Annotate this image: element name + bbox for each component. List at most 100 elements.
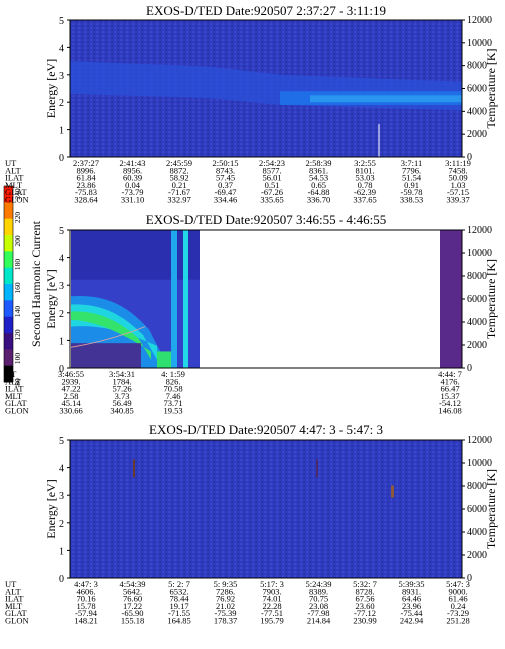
colorbar-segment xyxy=(4,316,13,334)
y2-tick-label: 8000 xyxy=(467,61,487,72)
row-value: 7.46 xyxy=(166,391,181,401)
band-green xyxy=(71,311,151,360)
spike-2 xyxy=(183,230,188,368)
y-tick-label: 1 xyxy=(59,336,64,347)
row-value: -71.67 xyxy=(168,187,190,197)
row-value: 5:39:35 xyxy=(399,579,425,589)
colorbar-tick-label: 140 xyxy=(13,306,22,318)
row-value: 5:32: 7 xyxy=(353,579,377,589)
row-value: 0.24 xyxy=(451,601,467,611)
row-label-ilat: ILAT xyxy=(5,173,24,183)
y2-tick-label: 10000 xyxy=(467,248,492,259)
row-value: 57.26 xyxy=(112,384,131,394)
row-label-glon: GLON xyxy=(5,406,29,416)
y-tick-label: 5 xyxy=(59,436,64,447)
row-value: 5:17: 3 xyxy=(260,579,284,589)
panel-3: EXOS-D/TED Date:920507 4:47: 3 - 5:47: 3… xyxy=(5,422,498,626)
plot-area xyxy=(70,440,462,578)
row-value: 23.96 xyxy=(402,601,421,611)
colorbar-segment xyxy=(4,349,13,367)
colorbar-segment xyxy=(4,284,13,301)
colorbar-label: Second Harmonic Current xyxy=(29,220,43,347)
y-tick-label: 4 xyxy=(59,43,64,54)
colorbar-tick-label: 120 xyxy=(13,329,22,341)
row-value: 336.70 xyxy=(307,195,330,205)
artifact-1 xyxy=(133,459,135,478)
row-value: 340.85 xyxy=(110,406,133,416)
row-value: -54.12 xyxy=(439,398,461,408)
row-value: -57.15 xyxy=(447,187,469,197)
row-value: -62.39 xyxy=(354,187,376,197)
row-label-glon: GLON xyxy=(5,616,29,626)
row-value: 8101. xyxy=(355,165,374,175)
colorbar: 240 220 200 180 160 140 120 100 80 Second Harmoni… xyxy=(3,185,43,386)
row-value: 56.49 xyxy=(112,398,131,408)
y2-tick-label: 10000 xyxy=(467,458,492,469)
row-value: 334.46 xyxy=(214,195,237,205)
y-tick-label: 0 xyxy=(59,574,64,585)
y2-tick-label: 2000 xyxy=(467,550,487,561)
y2-tick-label: 12000 xyxy=(467,225,492,236)
row-value: 7286. xyxy=(216,586,235,596)
row-value: 3:11:19 xyxy=(445,158,471,168)
y-tick-label: 5 xyxy=(59,226,64,237)
row-value: 7458. xyxy=(448,165,467,175)
row-value: 3:2:55 xyxy=(354,158,376,168)
row-value: 214.84 xyxy=(307,616,331,626)
y-tick-label: 0 xyxy=(59,153,64,164)
y-axis-label: Energy [eV] xyxy=(44,269,58,328)
row-label-glat: GLAT xyxy=(5,187,28,197)
colorbar-tick-label: 220 xyxy=(13,212,22,224)
row-value: 66.47 xyxy=(440,384,459,394)
colorbar-segment xyxy=(4,300,13,318)
row-value: 23.86 xyxy=(76,180,95,190)
row-value: 0.91 xyxy=(404,180,419,190)
colorbar-tick-label: 200 xyxy=(13,235,22,247)
colorbar-tick-label: 180 xyxy=(13,259,22,271)
y-axis-label: Energy [eV] xyxy=(44,59,58,118)
y-tick-label: 4 xyxy=(59,254,64,265)
row-value: 8996. xyxy=(76,165,95,175)
row-value: 2:37:27 xyxy=(73,158,99,168)
row-value: 60.39 xyxy=(123,173,142,183)
row-value: -64.88 xyxy=(308,187,330,197)
row-label-ut: UT xyxy=(5,579,17,589)
row-label-ut: UT xyxy=(5,158,17,168)
row-value: 51.54 xyxy=(402,173,422,183)
row-value: 230.99 xyxy=(353,616,376,626)
row-value: 8389. xyxy=(309,586,328,596)
y2-tick-label: 8000 xyxy=(467,271,487,282)
row-value: 146.08 xyxy=(438,406,461,416)
colorbar-segment xyxy=(4,186,13,203)
y-tick-label: 2 xyxy=(59,309,64,320)
row-value: -71.55 xyxy=(168,608,190,618)
row-label-alt: ALT xyxy=(5,376,22,386)
row-value: 6532. xyxy=(169,586,188,596)
row-value: -73.79 xyxy=(122,187,144,197)
row-value: 5:47: 3 xyxy=(446,579,470,589)
row-value: 53.03 xyxy=(355,173,374,183)
row-value: 0.21 xyxy=(172,180,187,190)
y-tick-label: 5 xyxy=(59,16,64,27)
row-value: -69.47 xyxy=(215,187,237,197)
y-tick-label: 0 xyxy=(59,364,64,375)
row-value: 4: 1:59 xyxy=(161,369,185,379)
row-value: 17.22 xyxy=(123,601,142,611)
row-value: 2:50:15 xyxy=(213,158,239,168)
row-value: 2:41:43 xyxy=(120,158,146,168)
colorbar-segment xyxy=(4,202,13,220)
row-value: 47.22 xyxy=(61,384,80,394)
row-value: 61.84 xyxy=(76,173,96,183)
row-value: 8577. xyxy=(262,165,281,175)
y-tick-label: 4 xyxy=(59,464,64,475)
row-value: 328.64 xyxy=(74,195,98,205)
row-value: 4:47: 3 xyxy=(74,579,98,589)
row-value: 1784. xyxy=(112,376,131,386)
row-value: 73.71 xyxy=(163,398,182,408)
y2-tick-label: 2000 xyxy=(467,129,487,140)
row-value: 178.37 xyxy=(214,616,237,626)
row-value: -75.83 xyxy=(75,187,97,197)
y2-tick-label: 4000 xyxy=(467,317,487,328)
row-value: 2939. xyxy=(61,376,80,386)
